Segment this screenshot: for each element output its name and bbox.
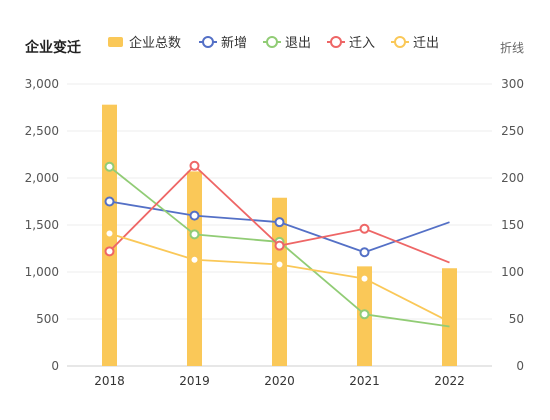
- legend-swatch: [330, 36, 342, 48]
- data-point: [189, 229, 200, 240]
- right-tick-label: 150: [501, 218, 524, 232]
- x-tick-label: 2020: [264, 374, 295, 388]
- data-point: [104, 228, 115, 239]
- x-axis: 2018 2019 2020 2021 2022: [94, 374, 465, 388]
- left-tick-label: 2,000: [25, 171, 59, 185]
- data-point: [274, 240, 285, 251]
- data-point: [359, 247, 370, 258]
- x-tick-label: 2019: [179, 374, 210, 388]
- legend[interactable]: 企业总数 新增 退出 迁入 迁出: [108, 35, 439, 51]
- right-tick-label: 50: [509, 312, 524, 326]
- data-point: [104, 196, 115, 207]
- left-tick-label: 1,000: [25, 265, 59, 279]
- data-point: [274, 217, 285, 228]
- data-point: [104, 161, 115, 172]
- legend-swatch: [108, 37, 123, 47]
- left-tick-label: 0: [51, 359, 59, 373]
- data-point: [359, 309, 370, 320]
- chart-title: 企业变迁: [24, 39, 81, 56]
- right-tick-label: 300: [501, 77, 524, 91]
- right-tick-label: 100: [501, 265, 524, 279]
- bar: [187, 171, 202, 366]
- right-tick-label: 200: [501, 171, 524, 185]
- left-axis-ticks: 0 500 1,000 1,500 2,000 2,500 3,000: [25, 77, 59, 373]
- data-point: [359, 223, 370, 234]
- bar: [442, 268, 457, 366]
- legend-label: 迁入: [349, 36, 375, 51]
- right-tick-label: 0: [516, 359, 524, 373]
- data-point: [274, 259, 285, 270]
- left-tick-label: 2,500: [25, 124, 59, 138]
- legend-swatch: [266, 36, 278, 48]
- bar-series: [102, 104, 457, 367]
- legend-label: 企业总数: [129, 35, 181, 51]
- legend-label: 新增: [221, 35, 247, 51]
- left-tick-label: 3,000: [25, 77, 59, 91]
- data-point: [189, 210, 200, 221]
- legend-label: 退出: [285, 36, 311, 51]
- data-point: [189, 254, 200, 265]
- data-point: [359, 273, 370, 284]
- x-tick-label: 2021: [349, 374, 380, 388]
- x-tick-label: 2022: [434, 374, 465, 388]
- right-axis-ticks: 0 50 100 150 200 250 300: [501, 77, 524, 373]
- left-tick-label: 1,500: [25, 218, 59, 232]
- line-series: [104, 160, 450, 328]
- data-point: [189, 160, 200, 171]
- legend-label: 迁出: [413, 36, 439, 51]
- right-tick-label: 250: [501, 124, 524, 138]
- left-tick-label: 500: [36, 312, 59, 326]
- x-tick-label: 2018: [94, 374, 125, 388]
- right-axis-label: 折线: [500, 40, 524, 55]
- legend-swatch: [202, 36, 214, 48]
- data-point: [104, 246, 115, 257]
- legend-swatch: [394, 36, 406, 48]
